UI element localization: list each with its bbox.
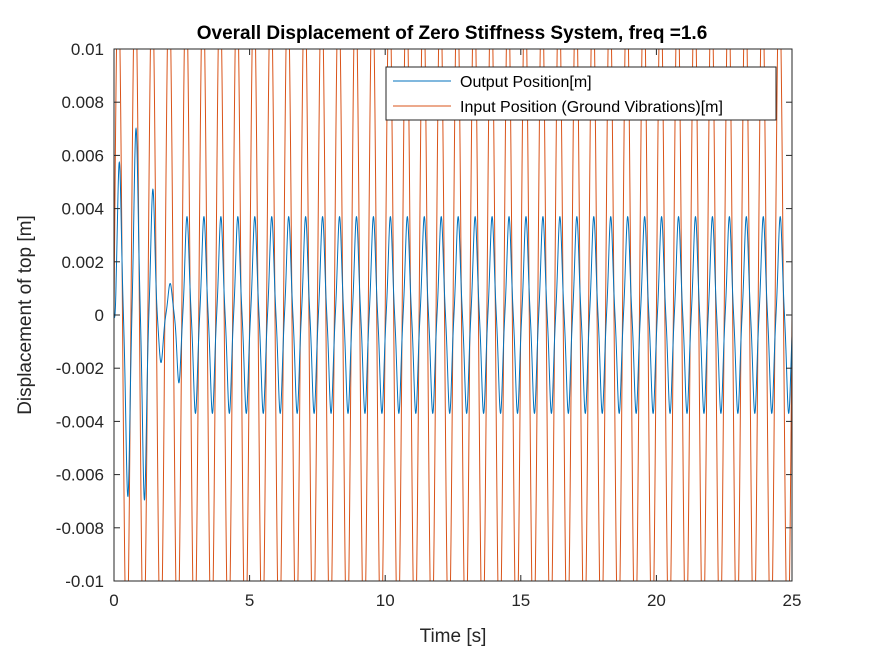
x-tick-label: 25 [783, 591, 802, 610]
y-tick-label: 0.008 [61, 93, 104, 112]
legend-label-output: Output Position[m] [460, 74, 592, 91]
y-tick-label: -0.01 [65, 572, 104, 591]
y-tick-label: 0.006 [61, 146, 104, 165]
series-line-output [114, 127, 792, 501]
y-tick-label: 0.004 [61, 200, 104, 219]
legend: Output Position[m] Input Position (Groun… [385, 66, 777, 121]
y-tick-label: -0.008 [56, 519, 104, 538]
y-tick-label: -0.002 [56, 359, 104, 378]
x-axis-label: Time [s] [420, 626, 487, 647]
y-tick-label: 0 [95, 306, 104, 325]
chart-title: Overall Displacement of Zero Stiffness S… [197, 23, 708, 44]
series-line-input [114, 49, 792, 581]
x-tick-label: 5 [245, 591, 254, 610]
series-layer [114, 49, 792, 581]
x-tick-label: 15 [511, 591, 530, 610]
y-axis-label: Displacement of top [m] [15, 215, 36, 415]
y-tick-label: 0.002 [61, 253, 104, 272]
x-tick-label: 20 [647, 591, 666, 610]
ticks-layer: 0 5 10 15 20 25 -0.01 -0.008 -0.006 -0.004 -0.002 0… [56, 40, 802, 610]
y-tick-label: -0.004 [56, 412, 104, 431]
legend-label-input: Input Position (Ground Vibrations)[m] [460, 99, 723, 116]
x-tick-label: 10 [376, 591, 395, 610]
plot-frame [113, 48, 793, 582]
x-tick-label: 0 [109, 591, 118, 610]
legend-box [385, 66, 777, 121]
y-tick-label: -0.006 [56, 466, 104, 485]
y-tick-label: 0.01 [71, 40, 104, 59]
